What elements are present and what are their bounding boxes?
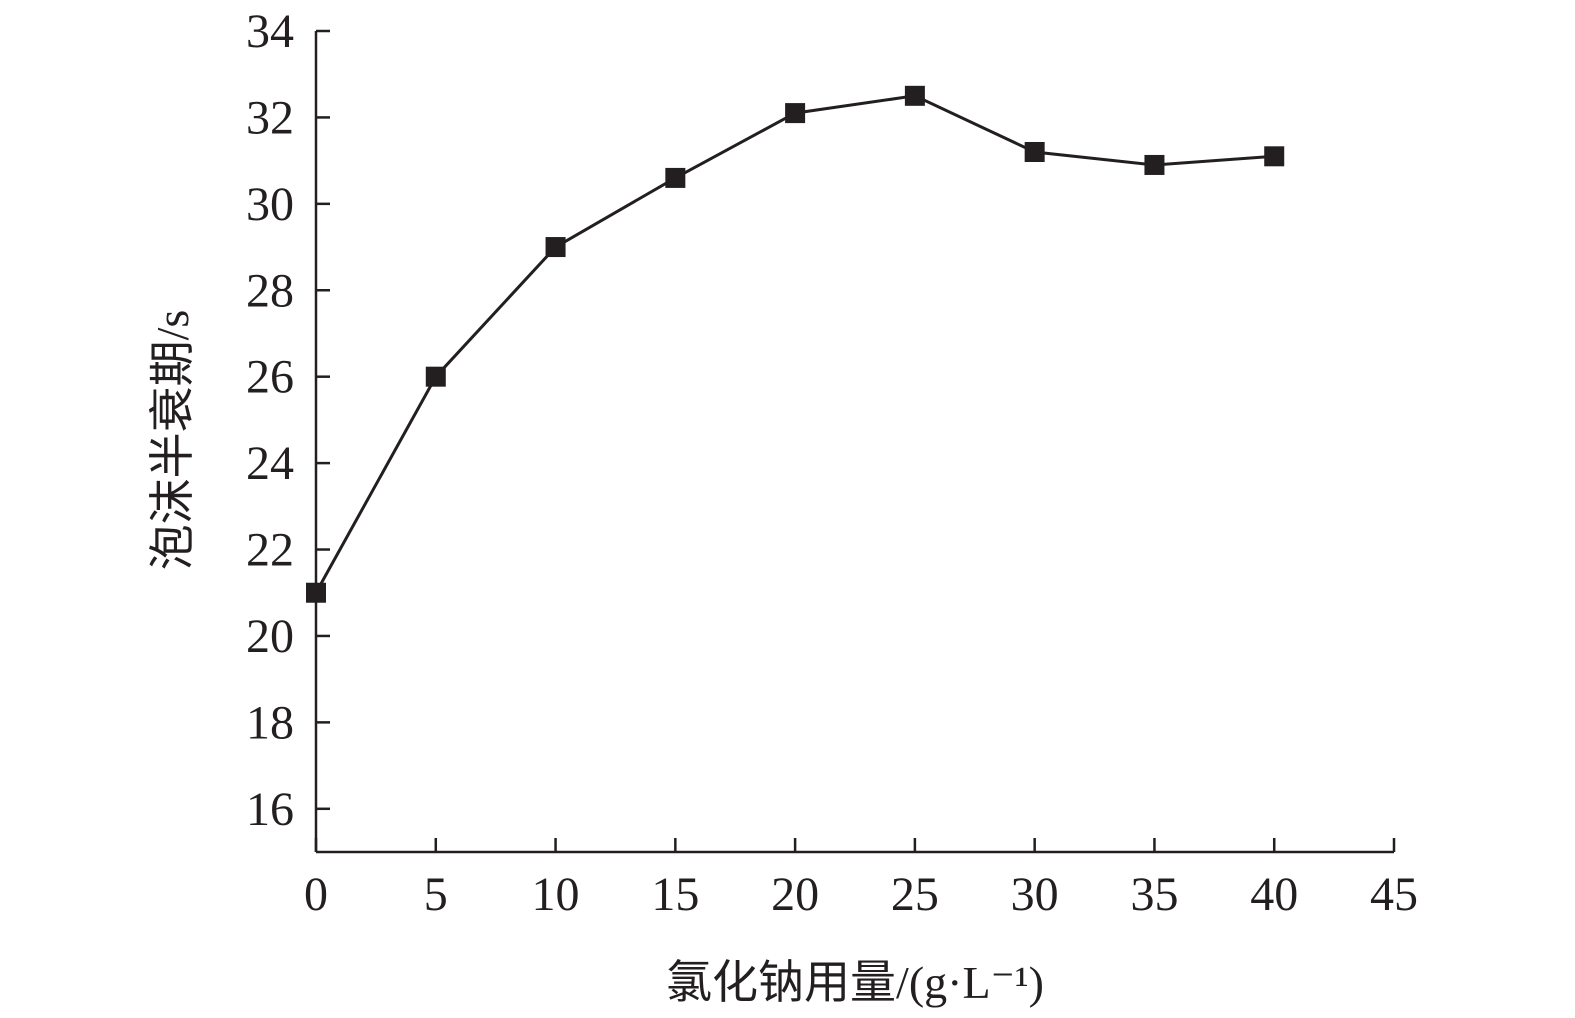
x-tick-label: 15 bbox=[651, 868, 699, 921]
x-ticks: 0 5 10 15 20 25 30 35 40 45 bbox=[304, 838, 1418, 921]
x-tick-label: 5 bbox=[424, 868, 448, 921]
x-tick-label: 40 bbox=[1250, 868, 1298, 921]
y-tick-label: 20 bbox=[246, 610, 294, 663]
x-tick-label: 45 bbox=[1370, 868, 1418, 921]
series-line bbox=[314, 94, 1275, 594]
y-tick-label: 32 bbox=[246, 91, 294, 144]
data-point bbox=[545, 237, 566, 258]
y-ticks: 16 18 20 22 24 26 28 30 32 34 bbox=[246, 5, 330, 836]
data-point bbox=[904, 85, 925, 106]
x-tick-label: 20 bbox=[771, 868, 819, 921]
y-axis-title: 泡沫半衰期/s bbox=[147, 310, 198, 571]
data-point bbox=[665, 167, 686, 188]
y-tick-label: 16 bbox=[246, 783, 294, 836]
y-tick-label: 30 bbox=[246, 178, 294, 231]
x-tick-label: 0 bbox=[304, 868, 328, 921]
y-tick-label: 22 bbox=[246, 524, 294, 577]
y-tick-label: 34 bbox=[246, 5, 294, 58]
data-point bbox=[785, 103, 806, 124]
data-point bbox=[1024, 141, 1045, 162]
series bbox=[306, 85, 1285, 603]
data-point bbox=[306, 582, 326, 603]
x-tick-label: 25 bbox=[891, 868, 939, 921]
y-tick-label: 18 bbox=[246, 696, 294, 749]
x-tick-label: 30 bbox=[1011, 868, 1059, 921]
axes bbox=[314, 31, 1394, 854]
data-point bbox=[1144, 154, 1165, 175]
x-tick-label: 10 bbox=[532, 868, 580, 921]
y-tick-label: 26 bbox=[246, 351, 294, 404]
y-tick-label: 24 bbox=[246, 437, 294, 490]
data-point bbox=[425, 366, 446, 387]
y-tick-label: 28 bbox=[246, 264, 294, 317]
x-axis-title: 氯化钠用量/(g·L⁻¹) bbox=[666, 957, 1044, 1008]
x-tick-label: 35 bbox=[1130, 868, 1178, 921]
data-point bbox=[1264, 146, 1285, 167]
